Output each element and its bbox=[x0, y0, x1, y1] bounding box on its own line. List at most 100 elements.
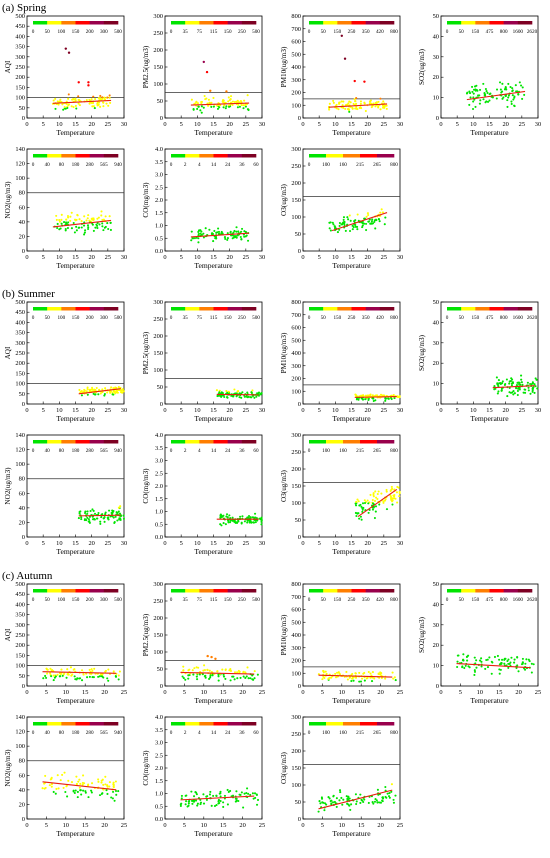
x-tick-label: 20 bbox=[364, 254, 370, 261]
data-point bbox=[473, 669, 476, 672]
data-point bbox=[54, 107, 57, 110]
y-tick-label: 600 bbox=[291, 325, 301, 332]
data-point bbox=[319, 802, 322, 805]
y-tick-label: 50 bbox=[157, 384, 163, 391]
data-point bbox=[99, 105, 102, 108]
x-axis-label: Temperature bbox=[56, 829, 95, 838]
data-point bbox=[242, 806, 245, 809]
data-point bbox=[247, 108, 250, 111]
y-tick-label: 20 bbox=[433, 74, 439, 81]
y-tick-label: 80 bbox=[19, 190, 25, 197]
data-point bbox=[252, 521, 255, 524]
x-tick-label: 0 bbox=[301, 540, 304, 547]
data-point bbox=[77, 780, 80, 783]
data-point bbox=[348, 676, 351, 679]
legend-label: 40 bbox=[45, 448, 51, 454]
data-point bbox=[91, 388, 94, 391]
data-point bbox=[328, 108, 331, 111]
data-point bbox=[371, 671, 374, 674]
data-point bbox=[508, 380, 511, 383]
data-point bbox=[346, 216, 349, 219]
data-point bbox=[109, 515, 112, 518]
spring-aqi-panel: 0 50 100 150 200 300 5000501001502002503003504… bbox=[4, 13, 127, 137]
legend-label: 50 bbox=[321, 315, 327, 321]
legend-label: 80 bbox=[59, 448, 65, 454]
x-tick-label: 0 bbox=[25, 689, 28, 696]
y-tick-label: 500 bbox=[15, 299, 25, 306]
x-tick-label: 15 bbox=[72, 254, 78, 261]
data-point bbox=[367, 213, 370, 217]
data-point bbox=[365, 215, 368, 218]
section-title-summer: (b) Summer bbox=[2, 288, 55, 300]
legend-label: 475 bbox=[486, 597, 494, 603]
y-axis-label: AQI bbox=[4, 60, 12, 73]
data-point bbox=[65, 218, 68, 221]
data-point bbox=[104, 511, 107, 514]
legend-label: 265 bbox=[373, 162, 381, 168]
legend-swatch bbox=[503, 307, 519, 311]
data-point bbox=[513, 392, 516, 395]
x-tick-label: 30 bbox=[121, 121, 127, 128]
data-point bbox=[256, 798, 260, 802]
legend-label: 180 bbox=[72, 448, 80, 454]
data-point bbox=[353, 98, 356, 101]
data-point bbox=[250, 396, 253, 399]
y-axis-label: AQI bbox=[4, 628, 12, 641]
legend-swatch bbox=[326, 154, 344, 158]
x-tick-label: 0 bbox=[301, 121, 304, 128]
data-point bbox=[45, 676, 48, 679]
data-point bbox=[196, 107, 199, 111]
legend-swatch bbox=[213, 154, 228, 158]
legend-swatch bbox=[377, 154, 395, 158]
data-point bbox=[378, 503, 381, 506]
data-point bbox=[354, 100, 357, 103]
data-point bbox=[243, 520, 246, 523]
y-axis-label: CO(mg/m3) bbox=[142, 468, 150, 504]
data-point bbox=[480, 665, 483, 668]
y-tick-label: 250 bbox=[291, 163, 301, 170]
legend-swatch bbox=[171, 589, 186, 593]
data-point bbox=[102, 783, 105, 786]
y-tick-label: 150 bbox=[153, 350, 163, 357]
y-axis-label: O3(ug/m3) bbox=[280, 183, 288, 216]
x-tick-label: 15 bbox=[358, 822, 364, 829]
data-point bbox=[99, 522, 102, 525]
legend-label: 300 bbox=[100, 597, 108, 603]
data-point bbox=[219, 790, 222, 793]
data-point bbox=[472, 96, 475, 99]
x-tick-label: 20 bbox=[239, 822, 245, 829]
data-point bbox=[320, 797, 324, 800]
x-tick-label: 15 bbox=[220, 689, 226, 696]
y-tick-label: 0.0 bbox=[155, 248, 163, 255]
data-point bbox=[391, 671, 394, 674]
data-point bbox=[200, 102, 203, 105]
data-point bbox=[506, 105, 509, 108]
data-point bbox=[398, 395, 401, 398]
legend-label: 0 bbox=[32, 162, 35, 168]
y-tick-label: 500 bbox=[291, 619, 301, 626]
data-point bbox=[529, 392, 532, 395]
y-tick-label: 800 bbox=[291, 299, 301, 306]
data-point bbox=[223, 794, 227, 797]
data-point bbox=[58, 218, 61, 222]
data-point bbox=[383, 104, 386, 107]
x-tick-label: 0 bbox=[439, 689, 442, 696]
data-point bbox=[88, 219, 91, 222]
x-axis-label: Temperature bbox=[56, 414, 95, 423]
data-point bbox=[370, 102, 373, 105]
legend-label: 50 bbox=[321, 29, 327, 35]
legend-swatch bbox=[326, 722, 344, 726]
data-point bbox=[356, 225, 359, 228]
x-tick-label: 10 bbox=[201, 689, 207, 696]
data-point bbox=[499, 668, 502, 671]
plot-frame bbox=[164, 716, 263, 820]
data-point bbox=[187, 804, 190, 807]
data-point bbox=[224, 107, 227, 110]
legend-label: 60 bbox=[253, 448, 259, 454]
data-point bbox=[260, 392, 263, 395]
data-point bbox=[65, 784, 68, 787]
data-point bbox=[108, 509, 111, 512]
data-point bbox=[237, 799, 240, 803]
data-point bbox=[361, 677, 364, 680]
x-tick-label: 0 bbox=[25, 822, 28, 829]
